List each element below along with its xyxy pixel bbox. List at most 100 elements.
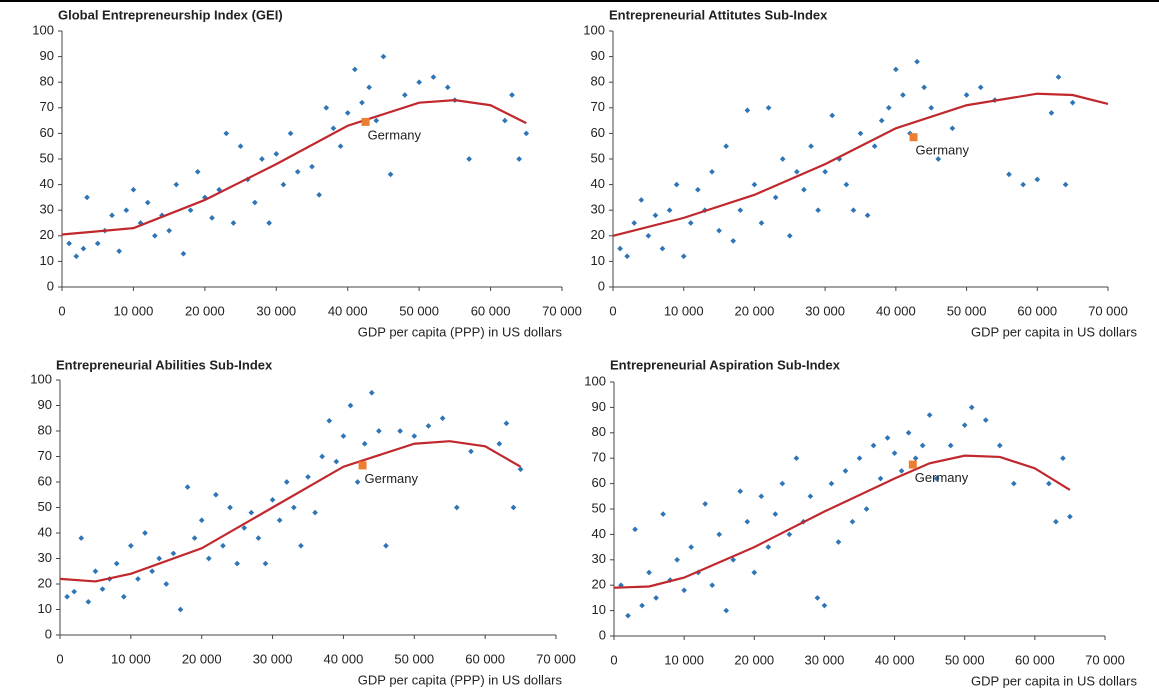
scatter-point [638, 197, 645, 203]
x-tick-label: 60 000 [465, 651, 505, 666]
scatter-point [298, 542, 304, 549]
x-tick-label: 20 000 [182, 651, 222, 666]
y-tick-label: 50 [40, 150, 54, 165]
scatter-point [503, 420, 510, 427]
x-axis-label: GDP per capita (PPP) in US dollars [358, 324, 563, 339]
scatter-point [269, 497, 276, 503]
scatter-point [898, 468, 905, 474]
scatter-point [884, 435, 891, 441]
x-tick-label: 10 000 [664, 303, 704, 318]
scatter-point [510, 504, 517, 511]
scatter-point [919, 442, 926, 449]
scatter-point [1048, 110, 1055, 116]
scatter-point [241, 525, 248, 531]
y-tick-label: 70 [40, 99, 54, 114]
scatter-point [900, 92, 906, 98]
scatter-point [380, 53, 387, 60]
scatter-point [808, 143, 814, 150]
scatter-point [870, 442, 877, 449]
scatter-point [744, 518, 751, 525]
scatter-point [772, 511, 779, 517]
scatter-point [180, 250, 187, 257]
scatter-point [213, 491, 219, 498]
highlight-point [908, 460, 917, 469]
scatter-point [751, 181, 758, 188]
x-tick-label: 20 000 [185, 303, 225, 318]
scatter-point [135, 576, 141, 582]
x-tick-label: 50 000 [945, 652, 985, 667]
scatter-point [237, 143, 244, 150]
scatter-point [366, 84, 372, 91]
y-tick-label: 10 [38, 601, 52, 616]
scatter-point [1020, 181, 1026, 188]
scatter-point [793, 455, 800, 462]
scatter-point [786, 232, 793, 239]
scatter-point [194, 168, 201, 175]
scatter-point [502, 117, 508, 124]
scatter-point [822, 168, 828, 175]
scatter-point [187, 207, 194, 214]
x-tick-label: 70 000 [1088, 303, 1128, 318]
scatter-point [230, 220, 237, 226]
scatter-point [509, 92, 515, 98]
scatter-point [709, 168, 715, 175]
scatter-point [1006, 171, 1012, 178]
scatter-point [680, 253, 687, 260]
y-tick-label: 60 [591, 125, 605, 140]
scatter-point [737, 207, 744, 214]
y-tick-label: 20 [592, 577, 606, 592]
scatter-point [625, 612, 631, 619]
scatter-point [758, 220, 765, 226]
scatter-point [863, 506, 870, 512]
highlight-point [909, 133, 918, 142]
scatter-point [316, 192, 322, 198]
x-axis-label: GDP per capita in US dollars [971, 324, 1137, 339]
scatter-point [631, 220, 638, 226]
scatter-point [624, 253, 630, 260]
panel: Entrepreneurial Aspiration Sub-Index 0 10 2… [584, 357, 1137, 688]
scatter-point [1055, 74, 1062, 80]
scatter-point [1062, 181, 1069, 188]
scatter-point [84, 194, 90, 201]
scatter-point [361, 440, 368, 447]
scatter-point [94, 240, 101, 247]
y-tick-label: 50 [591, 150, 605, 165]
scatter-point [716, 227, 722, 234]
x-tick-label: 30 000 [256, 303, 296, 318]
scatter-point [673, 181, 680, 188]
scatter-point [64, 593, 70, 600]
scatter-point [871, 143, 878, 150]
x-tick-label: 60 000 [471, 303, 511, 318]
y-tick-label: 0 [45, 626, 52, 641]
y-tick-label: 60 [592, 475, 606, 490]
scatter-point [156, 555, 163, 562]
trend-line [61, 99, 527, 236]
scatter-point [344, 110, 351, 116]
scatter-point [71, 588, 77, 595]
x-tick-label: 50 000 [394, 651, 434, 666]
x-tick-label: 30 000 [253, 651, 293, 666]
x-tick-label: 10 000 [111, 651, 151, 666]
scatter-point [248, 509, 255, 516]
scatter-point [646, 569, 652, 576]
x-tick-label: 20 000 [735, 303, 775, 318]
x-tick-label: 50 000 [947, 303, 987, 318]
scatter-point [765, 544, 772, 550]
panel: Global Entrepreneurship Index (GEI) 0 10 20… [32, 7, 582, 339]
scatter-point [109, 212, 115, 219]
scatter-point [340, 433, 347, 439]
scatter-point [751, 569, 758, 576]
scatter-point [123, 207, 130, 214]
point-label: Germany [365, 471, 419, 486]
scatter-point [857, 130, 864, 137]
y-tick-label: 0 [599, 627, 606, 642]
scatter-point [1010, 480, 1017, 487]
x-tick-label: 70 000 [542, 303, 582, 318]
y-tick-label: 100 [32, 22, 54, 37]
x-tick-label: 70 000 [1085, 652, 1125, 667]
point-label: Germany [915, 470, 969, 485]
scatter-point [885, 104, 892, 111]
scatter-point [666, 207, 673, 214]
scatter-point [856, 455, 863, 462]
y-tick-label: 100 [583, 22, 605, 37]
